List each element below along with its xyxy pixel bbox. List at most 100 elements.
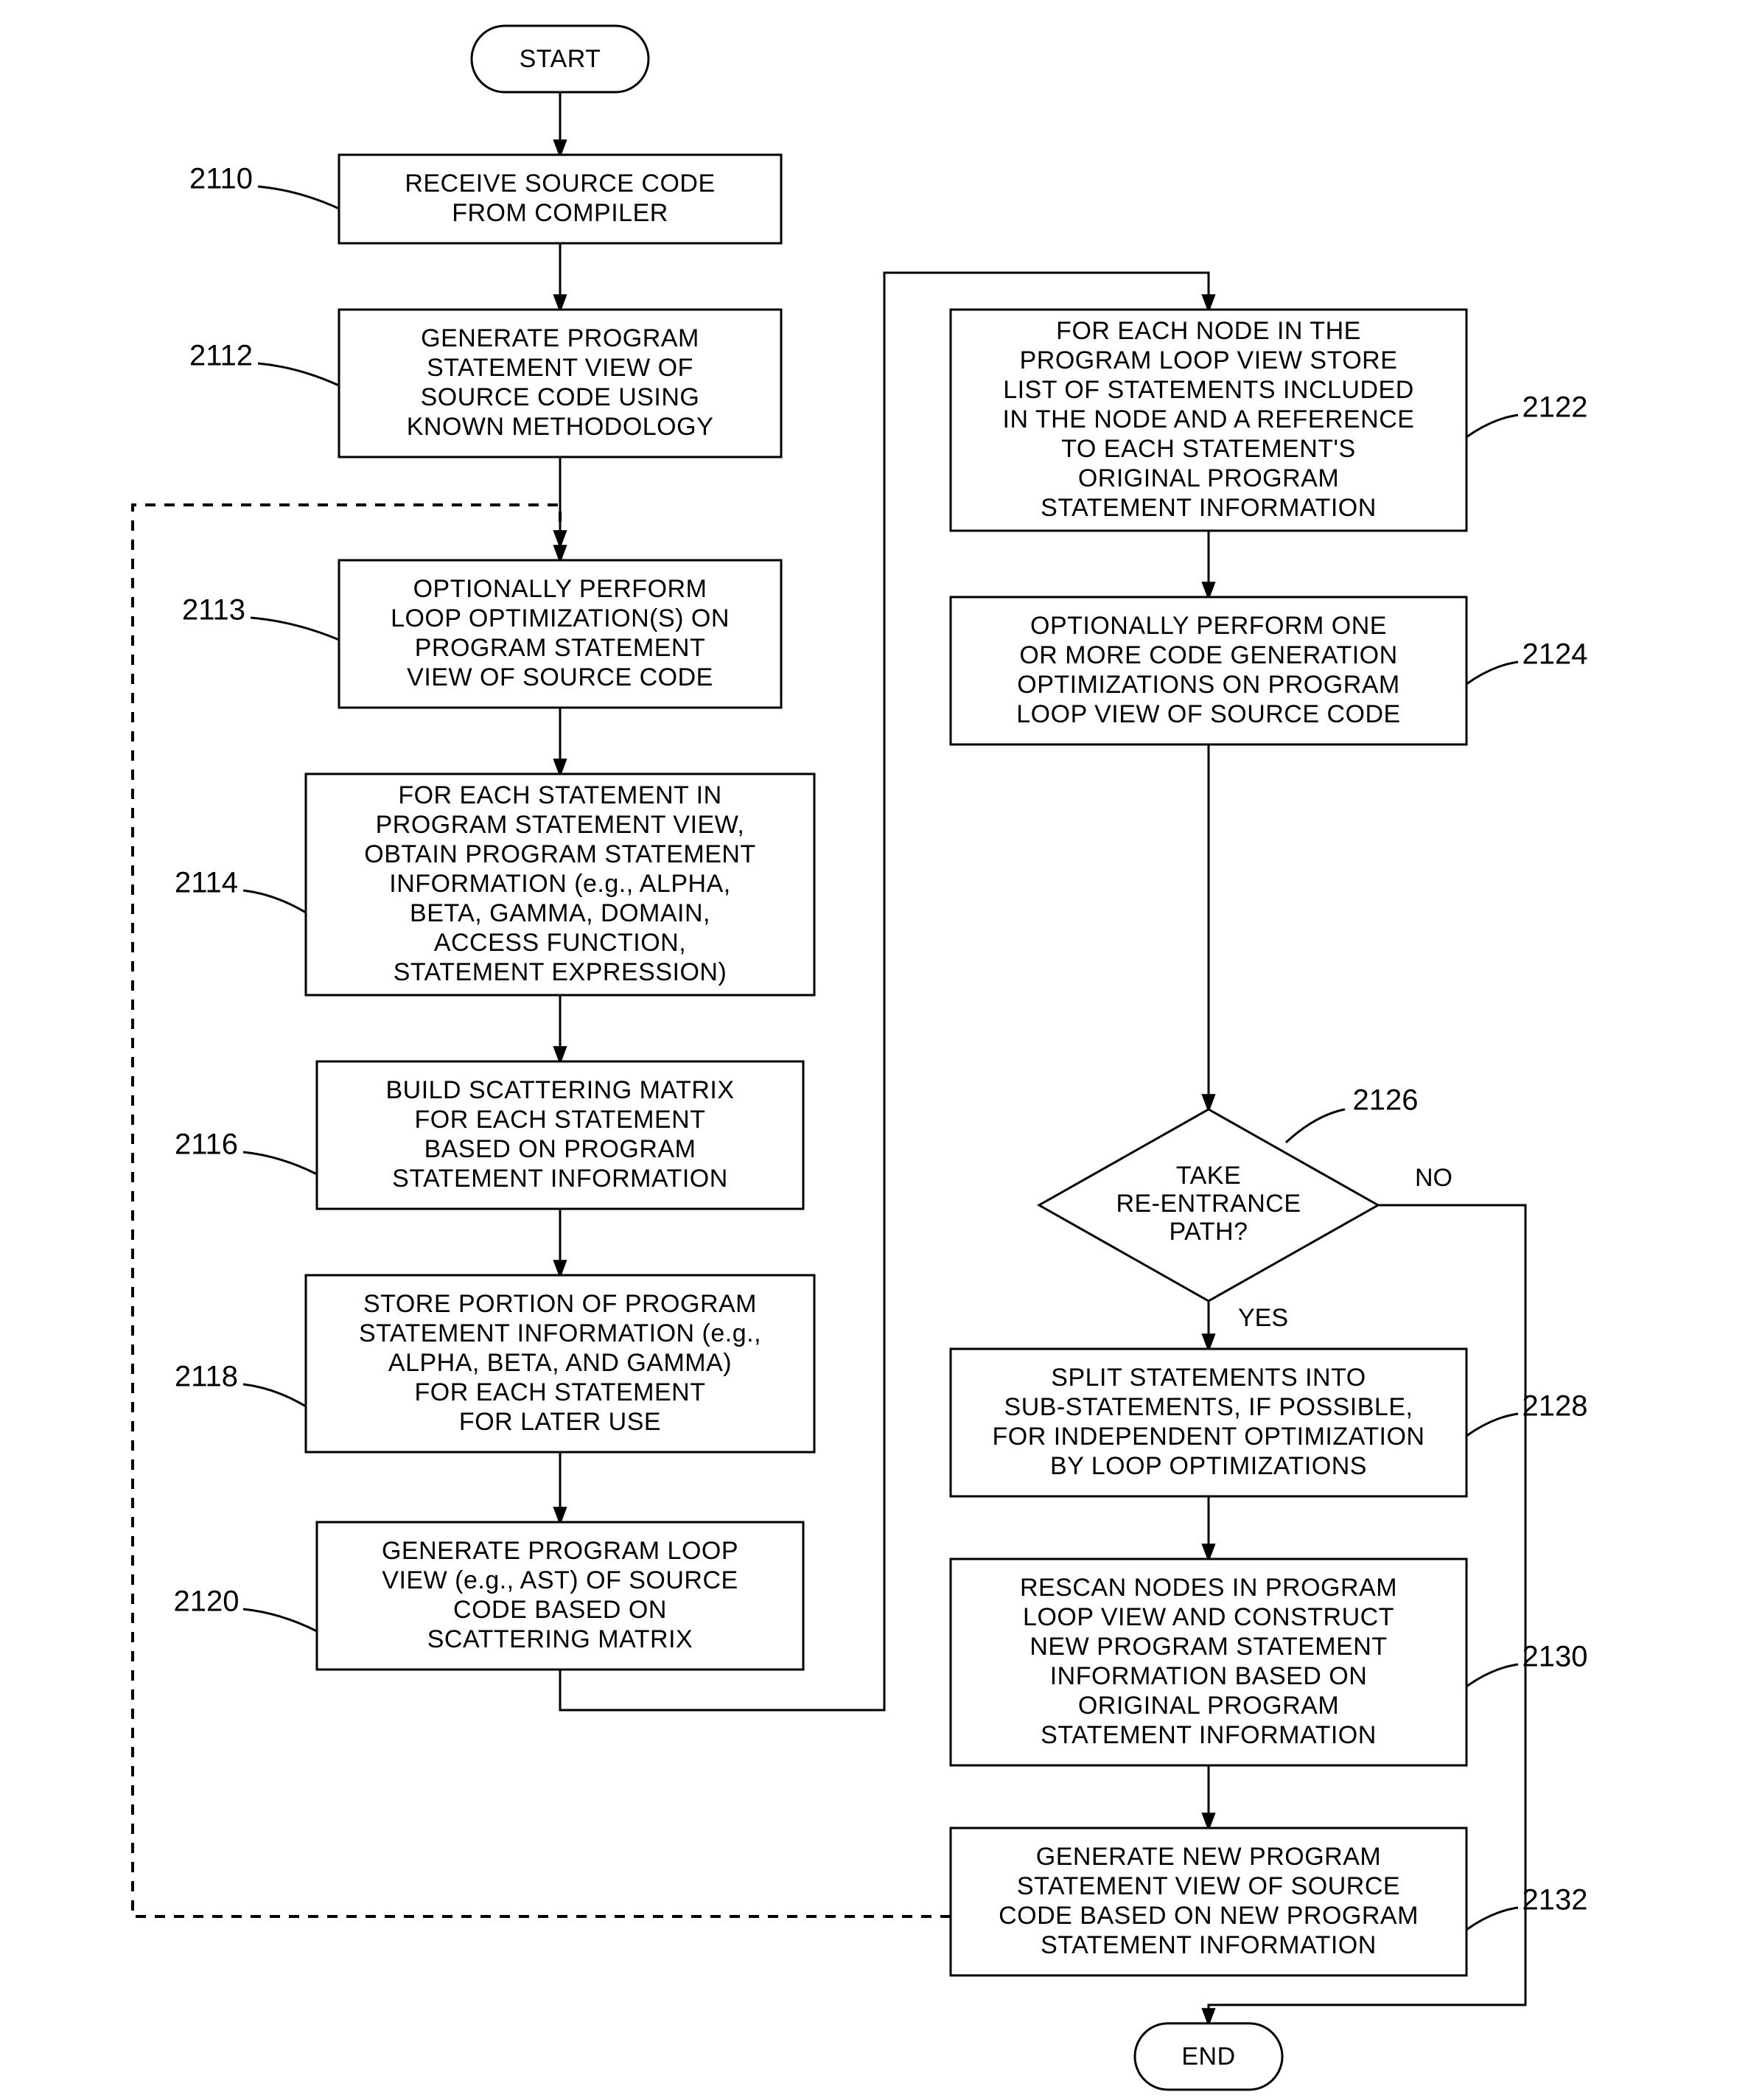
flow-node-text: LIST OF STATEMENTS INCLUDED <box>1003 376 1414 404</box>
flow-node-text: SPLIT STATEMENTS INTO <box>1051 1364 1366 1392</box>
ref-number: 2124 <box>1522 638 1588 671</box>
decision-2126: TAKERE-ENTRANCEPATH? 2126 YES NO <box>1039 1084 1452 1332</box>
ref-tick <box>243 890 306 913</box>
flow-node-text: OR MORE CODE GENERATION <box>1019 641 1397 669</box>
flow-node-text: OBTAIN PROGRAM STATEMENT <box>364 840 755 868</box>
flow-node-text: SUB-STATEMENTS, IF POSSIBLE, <box>1004 1393 1413 1421</box>
flow-node-text: FOR INDEPENDENT OPTIMIZATION <box>993 1423 1425 1451</box>
start-terminal: START <box>472 26 648 92</box>
flow-node-text: PROGRAM LOOP VIEW STORE <box>1020 346 1398 374</box>
flow-node-2118: STORE PORTION OF PROGRAMSTATEMENT INFORM… <box>175 1275 814 1452</box>
ref-number: 2128 <box>1522 1390 1588 1423</box>
flow-node-2116: BUILD SCATTERING MATRIXFOR EACH STATEMEN… <box>175 1061 803 1209</box>
flow-node-text: STATEMENT VIEW OF SOURCE <box>1017 1872 1400 1900</box>
flow-node-text: SCATTERING MATRIX <box>427 1625 693 1653</box>
decision-yes-label: YES <box>1238 1304 1288 1332</box>
flow-node-text: STORE PORTION OF PROGRAM <box>363 1290 757 1318</box>
flow-node-text: VIEW OF SOURCE CODE <box>407 663 713 691</box>
ref-tick <box>1466 415 1518 437</box>
flow-node-text: LOOP OPTIMIZATION(S) ON <box>391 604 730 632</box>
flow-node-2112: GENERATE PROGRAMSTATEMENT VIEW OFSOURCE … <box>189 310 781 457</box>
flow-node-text: FOR EACH NODE IN THE <box>1056 317 1361 345</box>
flow-node-text: PROGRAM STATEMENT <box>415 634 705 662</box>
flow-node-text: FOR LATER USE <box>459 1408 661 1436</box>
flow-node-text: TO EACH STATEMENT'S <box>1061 435 1355 463</box>
decision-text: TAKE <box>1176 1162 1241 1190</box>
flow-node-text: LOOP VIEW AND CONSTRUCT <box>1023 1603 1394 1631</box>
flow-node-text: STATEMENT INFORMATION <box>1041 1721 1377 1749</box>
ref-number: 2116 <box>175 1129 238 1161</box>
flow-node-text: ACCESS FUNCTION, <box>434 929 686 957</box>
ref-number: 2130 <box>1522 1641 1588 1673</box>
ref-tick <box>1466 662 1518 684</box>
flow-node-text: GENERATE PROGRAM <box>421 324 699 352</box>
flow-node-text: CODE BASED ON NEW PROGRAM <box>999 1902 1419 1930</box>
decision-text: RE-ENTRANCE <box>1116 1190 1301 1218</box>
flow-node-text: ORIGINAL PROGRAM <box>1078 1692 1339 1720</box>
flow-node-text: INFORMATION BASED ON <box>1050 1662 1368 1690</box>
flow-node-2120: GENERATE PROGRAM LOOPVIEW (e.g., AST) OF… <box>174 1522 803 1670</box>
decision-no-label: NO <box>1415 1164 1452 1192</box>
end-terminal: END <box>1135 2023 1282 2090</box>
flow-node-text: FOR EACH STATEMENT IN <box>398 781 721 809</box>
ref-tick <box>243 1609 317 1631</box>
flow-node-text: FOR EACH STATEMENT <box>415 1106 706 1134</box>
ref-tick <box>1466 1414 1518 1436</box>
flow-node-text: PROGRAM STATEMENT VIEW, <box>376 811 745 839</box>
flow-node-text: BUILD SCATTERING MATRIX <box>385 1076 734 1104</box>
flow-node-2128: SPLIT STATEMENTS INTOSUB-STATEMENTS, IF … <box>951 1349 1587 1496</box>
ref-number: 2110 <box>189 163 253 195</box>
ref-number: 2112 <box>189 340 253 372</box>
flow-node-text: LOOP VIEW OF SOURCE CODE <box>1016 700 1400 728</box>
flow-node-2114: FOR EACH STATEMENT INPROGRAM STATEMENT V… <box>175 774 814 995</box>
flow-node-2110: RECEIVE SOURCE CODEFROM COMPILER 2110 <box>189 155 781 243</box>
ref-tick <box>258 186 339 209</box>
ref-number: 2114 <box>175 867 238 899</box>
ref-tick <box>258 363 339 386</box>
ref-tick <box>1466 1664 1518 1686</box>
flow-node-text: NEW PROGRAM STATEMENT <box>1029 1633 1387 1661</box>
end-label: END <box>1181 2043 1235 2071</box>
ref-tick <box>243 1384 306 1406</box>
flow-node-2113: OPTIONALLY PERFORMLOOP OPTIMIZATION(S) O… <box>182 560 781 708</box>
flow-node-text: STATEMENT INFORMATION (e.g., <box>359 1319 761 1347</box>
start-label: START <box>520 45 601 73</box>
ref-number: 2126 <box>1353 1084 1419 1117</box>
flow-node-text: RECEIVE SOURCE CODE <box>405 170 715 198</box>
flow-node-text: CODE BASED ON <box>453 1596 667 1624</box>
ref-number: 2118 <box>175 1361 238 1393</box>
flow-node-text: STATEMENT INFORMATION <box>392 1165 728 1193</box>
ref-number: 2113 <box>182 594 245 627</box>
flow-node-text: FOR EACH STATEMENT <box>415 1378 706 1406</box>
flow-node-text: STATEMENT INFORMATION <box>1041 494 1377 522</box>
flow-node-text: RESCAN NODES IN PROGRAM <box>1020 1574 1397 1602</box>
ref-tick <box>243 1152 317 1174</box>
flow-node-text: GENERATE PROGRAM LOOP <box>382 1537 738 1565</box>
flow-node-text: ALPHA, BETA, AND GAMMA) <box>388 1349 732 1377</box>
flow-node-text: VIEW (e.g., AST) OF SOURCE <box>382 1566 738 1594</box>
ref-tick <box>1286 1109 1345 1143</box>
flow-node-text: BETA, GAMMA, DOMAIN, <box>410 899 710 927</box>
flow-node-text: OPTIMIZATIONS ON PROGRAM <box>1017 671 1400 699</box>
flow-node-text: GENERATE NEW PROGRAM <box>1036 1843 1381 1871</box>
decision-text: PATH? <box>1169 1218 1248 1246</box>
flow-node-text: OPTIONALLY PERFORM <box>413 575 707 603</box>
flow-node-text: KNOWN METHODOLOGY <box>407 413 714 441</box>
flow-node-2122: FOR EACH NODE IN THEPROGRAM LOOP VIEW ST… <box>951 310 1587 531</box>
flow-node-text: STATEMENT EXPRESSION) <box>394 958 727 986</box>
flow-node-text: IN THE NODE AND A REFERENCE <box>1003 405 1415 433</box>
flow-node-2132: GENERATE NEW PROGRAMSTATEMENT VIEW OF SO… <box>951 1828 1587 1975</box>
flow-node-text: BASED ON PROGRAM <box>424 1135 696 1163</box>
flow-node-text: FROM COMPILER <box>452 199 668 227</box>
flow-node-text: STATEMENT INFORMATION <box>1041 1931 1377 1959</box>
flow-node-text: INFORMATION (e.g., ALPHA, <box>389 870 730 898</box>
ref-tick <box>1466 1908 1518 1930</box>
flow-node-2130: RESCAN NODES IN PROGRAMLOOP VIEW AND CON… <box>951 1559 1587 1765</box>
reentry-dashed-edge <box>133 505 951 1916</box>
flow-node-2124: OPTIONALLY PERFORM ONEOR MORE CODE GENER… <box>951 597 1587 744</box>
ref-number: 2120 <box>174 1586 240 1618</box>
ref-number: 2132 <box>1522 1884 1588 1916</box>
flow-node-text: BY LOOP OPTIMIZATIONS <box>1050 1452 1367 1480</box>
ref-tick <box>251 618 339 640</box>
flow-node-text: STATEMENT VIEW OF <box>427 354 693 382</box>
